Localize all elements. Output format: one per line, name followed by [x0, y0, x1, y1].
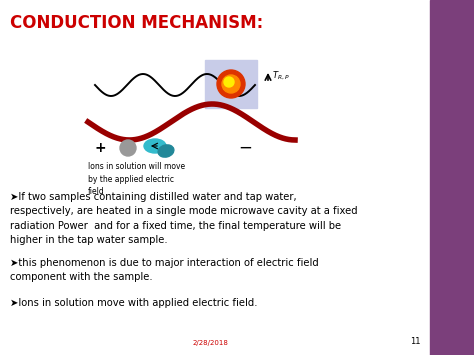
Circle shape — [217, 70, 245, 98]
Ellipse shape — [158, 145, 174, 157]
Text: CONDUCTION MECHANISM:: CONDUCTION MECHANISM: — [10, 14, 263, 32]
Bar — [205, 60, 257, 108]
Text: ➤this phenomenon is due to major interaction of electric field
component with th: ➤this phenomenon is due to major interac… — [10, 258, 319, 282]
Circle shape — [120, 140, 136, 156]
Circle shape — [224, 77, 234, 87]
Text: Ions in solution will move
by the applied electric
field: Ions in solution will move by the applie… — [88, 162, 185, 196]
Text: −: − — [238, 139, 252, 157]
Bar — [430, 0, 474, 355]
Text: ➤Ions in solution move with applied electric field.: ➤Ions in solution move with applied elec… — [10, 298, 257, 308]
Text: ➤If two samples containing distilled water and tap water,
respectively, are heat: ➤If two samples containing distilled wat… — [10, 192, 357, 245]
Ellipse shape — [144, 139, 166, 153]
Circle shape — [222, 75, 240, 93]
Text: 2/28/2018: 2/28/2018 — [192, 340, 228, 346]
Text: 11: 11 — [410, 337, 420, 346]
Text: $T_{R,P}$: $T_{R,P}$ — [272, 70, 290, 82]
Text: +: + — [94, 141, 106, 155]
